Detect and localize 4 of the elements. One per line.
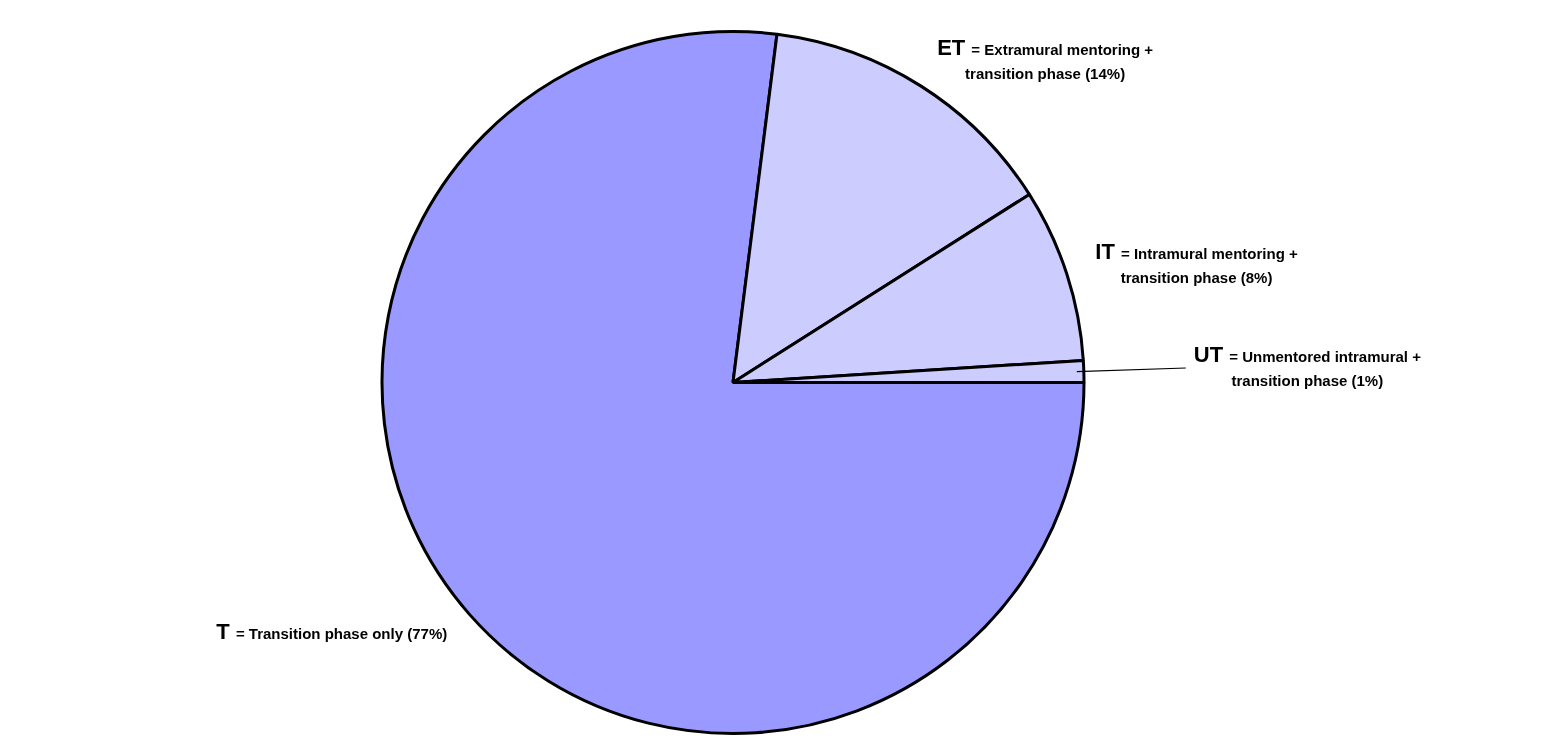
slice-label: T = Transition phase only (77%) (216, 619, 448, 645)
slice-label: ET = Extramural mentoring + transition phase (14%) (937, 34, 1154, 82)
slice-label: IT = Intramural mentoring + transition phase (8%) (1095, 238, 1298, 286)
slice-label: UT = Unmentored intramural + transition phase (1%) (1193, 342, 1422, 390)
